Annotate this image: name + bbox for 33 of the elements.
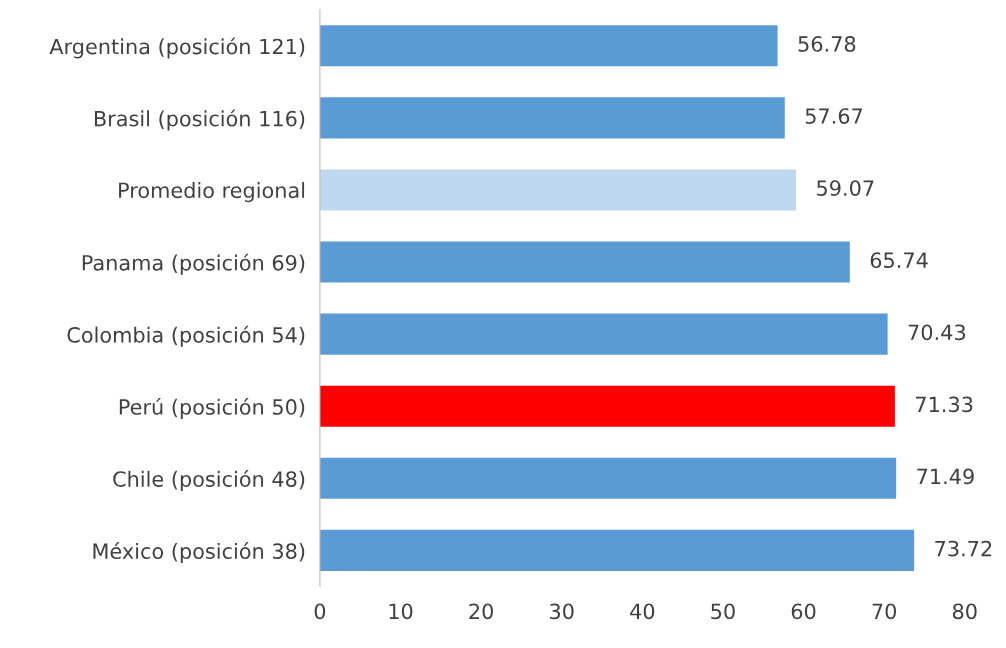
x-tick-label: 80: [952, 603, 977, 620]
y-tick-label: Brasil (posición 116): [94, 109, 305, 131]
data-label: 56.78: [798, 36, 856, 52]
x-tick-label: 0: [314, 603, 326, 620]
bar: [319, 385, 895, 427]
bar: [319, 169, 797, 211]
data-label: 71.33: [916, 396, 973, 413]
x-tick-label: 50: [711, 603, 735, 620]
data-label: 59.07: [817, 180, 874, 196]
y-tick-label: Chile (posición 48): [113, 469, 305, 491]
y-tick-label: Perú (posición 50): [119, 397, 305, 419]
data-label: 73.72: [935, 540, 992, 557]
y-tick-label: Promedio regional: [119, 182, 305, 203]
bar: [319, 529, 915, 571]
x-tick-label: 20: [469, 603, 493, 620]
x-tick-label: 30: [550, 603, 574, 620]
x-tick-label: 40: [630, 603, 655, 620]
y-tick-label: Argentina (posición 121): [49, 37, 305, 59]
bar: [319, 457, 897, 499]
bar: [319, 97, 785, 139]
y-tick-label: Colombia (posición 54): [67, 325, 305, 347]
bar: [319, 241, 850, 283]
data-label: 57.67: [805, 108, 863, 124]
x-tick-label: 70: [872, 603, 897, 620]
data-label: 70.43: [908, 324, 966, 341]
x-tick-label: 10: [389, 603, 413, 620]
bar: [319, 25, 778, 67]
y-tick-label: México (posición 38): [93, 542, 305, 564]
data-label: 65.74: [870, 252, 928, 269]
bar: [319, 313, 888, 355]
data-label: 71.49: [917, 468, 974, 485]
y-tick-label: Panama (posición 69): [82, 253, 305, 275]
x-tick-label: 60: [791, 603, 816, 620]
